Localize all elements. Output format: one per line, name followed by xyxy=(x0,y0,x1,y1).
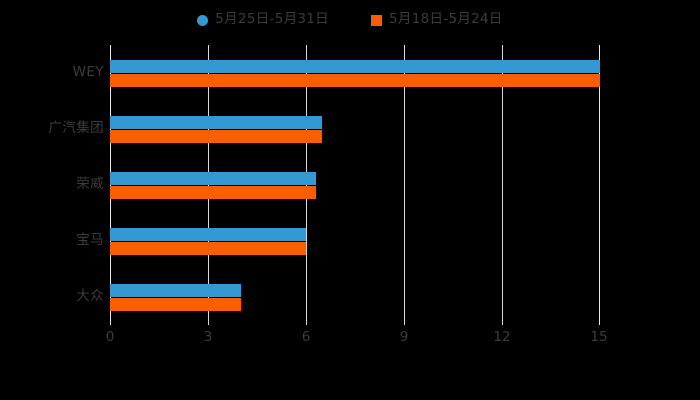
bar[interactable] xyxy=(110,129,323,143)
bar-group xyxy=(110,115,600,143)
plot-area xyxy=(110,45,600,325)
bar[interactable] xyxy=(110,115,323,129)
bar[interactable] xyxy=(110,59,600,73)
bar-group xyxy=(110,59,600,87)
bar[interactable] xyxy=(110,171,316,185)
legend-entry[interactable]: 5月18日-5月24日 xyxy=(371,13,503,27)
legend-marker-square-icon xyxy=(371,14,382,26)
y-axis-label: 宝马 xyxy=(76,232,104,248)
x-axis-tick-label: 9 xyxy=(399,329,409,345)
x-axis-tick-label: 3 xyxy=(203,329,213,345)
legend-label: 5月25日-5月31日 xyxy=(215,11,329,28)
x-axis-tick-label: 6 xyxy=(301,329,311,345)
bars-layer xyxy=(110,45,600,325)
chart-legend: 5月25日-5月31日 5月18日-5月24日 xyxy=(0,6,700,34)
bar[interactable] xyxy=(110,297,241,311)
y-axis-label: 大众 xyxy=(76,288,104,304)
bar-group xyxy=(110,227,600,255)
x-axis-tick-label: 0 xyxy=(105,329,115,345)
bar-group xyxy=(110,171,600,199)
gridline xyxy=(306,45,307,325)
y-axis-label: 荣威 xyxy=(76,176,104,192)
gridline xyxy=(502,45,503,325)
bar-group xyxy=(110,283,600,311)
bar[interactable] xyxy=(110,185,316,199)
y-axis-labels: WEY 广汽集团荣威宝马大众 xyxy=(0,45,104,325)
bar[interactable] xyxy=(110,283,241,297)
gridline xyxy=(599,45,600,325)
bar[interactable] xyxy=(110,241,306,255)
gridline xyxy=(404,45,405,325)
x-axis-tick-label: 15 xyxy=(590,329,608,345)
legend-entry[interactable]: 5月25日-5月31日 xyxy=(197,13,329,27)
y-axis-label: 广汽集团 xyxy=(48,120,104,136)
legend-label: 5月18日-5月24日 xyxy=(389,11,503,28)
y-axis-label: WEY xyxy=(72,64,104,80)
bar[interactable] xyxy=(110,73,600,87)
bar[interactable] xyxy=(110,227,306,241)
gridline xyxy=(110,45,111,325)
x-axis-labels: 0 3 6 9 12 15 xyxy=(106,329,608,353)
x-axis-tick-label: 12 xyxy=(493,329,511,345)
gridline xyxy=(208,45,209,325)
legend-marker-circle-icon xyxy=(197,14,209,26)
